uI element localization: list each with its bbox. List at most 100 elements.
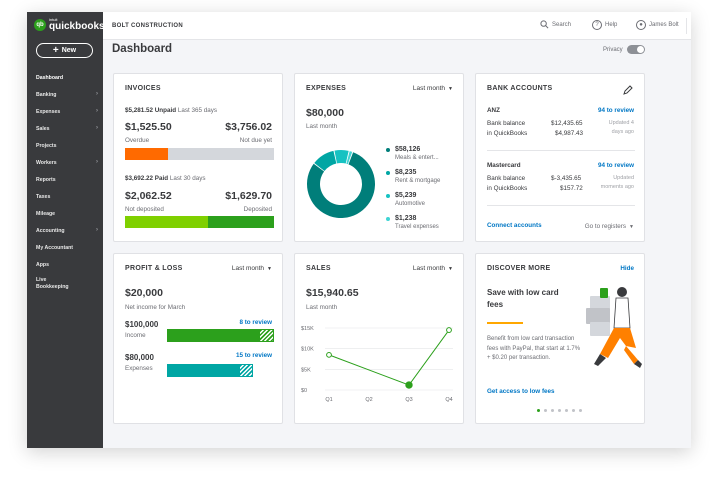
x-tick-label: Q2 (365, 397, 372, 403)
sidebar-item-live-bookkeeping[interactable]: Live Bookkeeping (27, 273, 103, 295)
sidebar-item-expenses[interactable]: Expenses › (27, 103, 103, 120)
legend-text: $1,238 Travel expenses (395, 215, 439, 230)
accent-line (487, 322, 523, 324)
sidebar-item-label: Mileage (36, 210, 56, 217)
y-tick-label: $15K (301, 326, 314, 332)
user-icon: ● (636, 20, 646, 30)
donut-slice[interactable] (346, 151, 353, 165)
carousel-dot[interactable] (572, 409, 575, 412)
sidebar-item-sales[interactable]: Sales › (27, 120, 103, 137)
qb-balance-label: in QuickBooks (487, 130, 528, 137)
sidebar-item-banking[interactable]: Banking › (27, 86, 103, 103)
not-deposited-segment[interactable] (125, 216, 208, 228)
user-menu[interactable]: ● James Bolt (636, 20, 679, 30)
expense-legend-item[interactable]: $58,126 Meals & entert... (386, 146, 439, 161)
sidebar-item-workers[interactable]: Workers › (27, 154, 103, 171)
overdue-amount[interactable]: $1,525.50 (125, 121, 172, 133)
help-label: Help (605, 22, 618, 28)
new-button-label: New (61, 47, 77, 54)
sidebar-item-taxes[interactable]: Taxes (27, 188, 103, 205)
donut-slice[interactable] (314, 150, 337, 172)
pnl-expenses-bar[interactable] (167, 364, 253, 377)
expense-legend-item[interactable]: $1,238 Travel expenses (386, 215, 439, 230)
overdue-segment[interactable] (125, 148, 168, 160)
expenses-total: $80,000 (306, 107, 344, 119)
not-due-segment[interactable] (168, 148, 274, 160)
data-point[interactable] (326, 351, 332, 358)
carousel-dot[interactable] (579, 409, 582, 412)
expense-amount: $5,239 (395, 192, 417, 199)
sidebar-item-dashboard[interactable]: Dashboard (27, 69, 103, 86)
sidebar-item-label: Live Bookkeeping (36, 277, 69, 290)
donut-slice[interactable] (334, 150, 349, 164)
logo-main-text: quickbooks (49, 21, 105, 32)
unpaid-bar[interactable] (125, 148, 274, 160)
sidebar-item-mileage[interactable]: Mileage (27, 205, 103, 222)
sidebar-item-projects[interactable]: Projects (27, 137, 103, 154)
expense-amount: $1,238 (395, 215, 417, 222)
expense-legend-item[interactable]: $5,239 Automotive (386, 192, 425, 207)
pencil-icon[interactable] (623, 85, 633, 95)
data-point[interactable] (405, 381, 413, 389)
search-button[interactable]: Search (540, 20, 571, 29)
carousel-dot[interactable] (565, 409, 568, 412)
sidebar-item-label: Apps (36, 261, 49, 268)
sales-line-chart[interactable]: $15K $10K $5K $0 Q1 Q2 Q3 Q4 (299, 320, 459, 406)
expenses-period-dropdown[interactable]: Last month ▼ (413, 85, 453, 92)
sidebar-item-label: Taxes (36, 193, 51, 200)
deposited-amount[interactable]: $1,629.70 (225, 190, 272, 202)
expense-legend-item[interactable]: $8,235 Rent & mortgage (386, 169, 440, 184)
not-deposited-amount[interactable]: $2,062.52 (125, 190, 172, 202)
connect-accounts-link[interactable]: Connect accounts (487, 222, 542, 229)
expenses-donut-chart[interactable] (303, 146, 379, 222)
y-tick-label: $5K (301, 367, 311, 373)
card-title: DISCOVER MORE (487, 265, 551, 272)
data-point[interactable] (446, 327, 452, 333)
expenses-review-link[interactable]: 15 to review (235, 352, 272, 359)
carousel-dot[interactable] (544, 409, 547, 412)
help-button[interactable]: ? Help (592, 20, 617, 30)
paid-bar[interactable] (125, 216, 274, 228)
sidebar-item-apps[interactable]: Apps (27, 256, 103, 273)
expenses-total-label: Last month (306, 123, 338, 130)
sidebar: qb intuit quickbooks + New Dashboard Bankin… (27, 12, 105, 448)
period-label: Last month (412, 85, 446, 92)
sidebar-item-my-accountant[interactable]: My Accountant (27, 239, 103, 256)
new-button[interactable]: + New (36, 43, 93, 58)
pnl-period-dropdown[interactable]: Last month ▼ (232, 265, 272, 272)
income-review-link[interactable]: 8 to review (239, 319, 272, 326)
bank-account-name[interactable]: Mastercard (487, 162, 521, 169)
toggle-switch[interactable] (626, 45, 645, 54)
sidebar-item-reports[interactable]: Reports (27, 171, 103, 188)
hide-link[interactable]: Hide (620, 265, 634, 272)
plus-icon: + (52, 44, 59, 56)
sidebar-item-label: Expenses (36, 108, 61, 115)
review-link[interactable]: 94 to review (597, 162, 634, 169)
income-bar[interactable] (167, 329, 274, 342)
quickbooks-logo[interactable]: qb intuit quickbooks (34, 18, 105, 32)
pnl-expenses-amount: $80,000 (125, 353, 154, 362)
carousel-dot[interactable] (551, 409, 554, 412)
sidebar-item-accounting[interactable]: Accounting › (27, 222, 103, 239)
profit-loss-card: PROFIT & LOSS Last month ▼ $20,000 Net in… (113, 253, 283, 424)
privacy-toggle[interactable]: Privacy (603, 45, 645, 54)
sales-period-dropdown[interactable]: Last month ▼ (413, 265, 453, 272)
deposited-segment[interactable] (208, 216, 274, 228)
donut-slice[interactable] (307, 152, 375, 218)
carousel-dots (537, 409, 582, 412)
go-to-registers-dropdown[interactable]: Go to registers ▼ (585, 223, 634, 230)
bank-account-name[interactable]: ANZ (487, 107, 500, 114)
card-title: BANK ACCOUNTS (487, 85, 553, 92)
card-title: EXPENSES (306, 85, 347, 92)
get-access-link[interactable]: Get access to low fees (487, 388, 555, 395)
carousel-dot[interactable] (537, 409, 540, 412)
not-due-amount[interactable]: $3,756.02 (225, 121, 272, 133)
review-link[interactable]: 94 to review (597, 107, 634, 114)
legend-text: $58,126 Meals & entert... (395, 146, 439, 161)
income-label: Income (125, 332, 146, 339)
legend-dot (386, 148, 390, 152)
updated-time: days ago (611, 129, 634, 135)
invoices-card: INVOICES $5,281.52 Unpaid Last 365 days … (113, 73, 283, 242)
carousel-dot[interactable] (558, 409, 561, 412)
card-title: SALES (306, 265, 331, 272)
